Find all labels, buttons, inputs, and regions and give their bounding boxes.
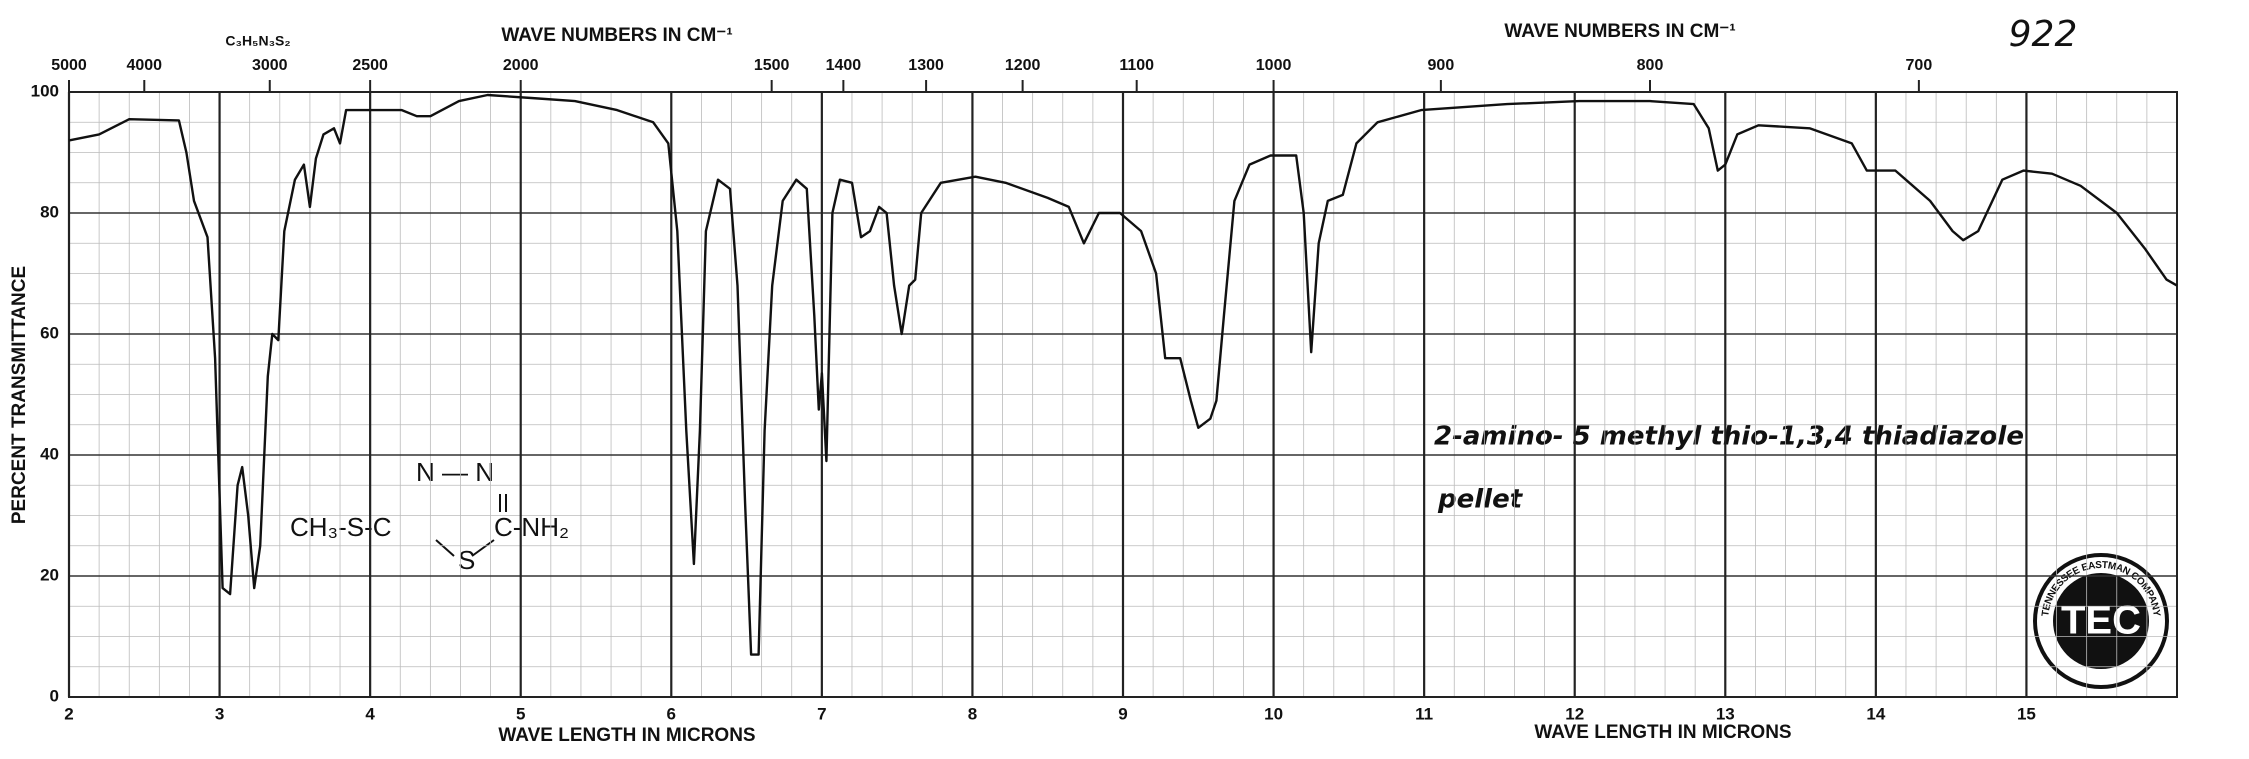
x-tick-label: 2 [64, 704, 73, 723]
x-tick-label: 3 [215, 704, 224, 723]
structure-text: S [458, 545, 475, 575]
structure-text: C-NH₂ [494, 512, 569, 542]
spectrum-line [68, 93, 2178, 656]
annotation: 2-amino- 5 methyl thio-1,3,4 thiadiazole [1434, 422, 2024, 452]
formula: C₃H₅N₃S₂ [225, 33, 290, 49]
x-axis-title: WAVE LENGTH IN MICRONS [498, 725, 755, 746]
y-tick-label: 40 [40, 444, 59, 463]
y-tick-label: 0 [50, 686, 59, 705]
x2-tick-label: 1500 [754, 57, 790, 74]
x-tick-label: 8 [968, 704, 977, 723]
x2-tick-label: 3000 [252, 57, 288, 74]
x2-tick-label: 1300 [908, 57, 944, 74]
x-tick-label: 14 [1866, 704, 1885, 723]
sample-number: 922 [2009, 14, 2078, 55]
x2-tick-label: 2500 [352, 57, 388, 74]
structure-bond [435, 539, 455, 557]
x-tick-label: 4 [365, 704, 375, 723]
structure-text: CH₃-S-C [290, 512, 392, 542]
x-tick-label: 9 [1118, 704, 1127, 723]
y-tick-label: 60 [40, 323, 59, 342]
x2-tick-label: 900 [1428, 57, 1455, 74]
plot-frame [68, 91, 2178, 698]
x-tick-label: 13 [1716, 704, 1735, 723]
x-tick-label: 11 [1415, 704, 1433, 723]
y-tick-label: 80 [40, 202, 59, 221]
logo: TEC TENNESSEE EASTMAN COMPANY [2033, 553, 2169, 689]
y-tick-label: 20 [40, 565, 59, 584]
x2-tick-label: 700 [1906, 57, 1933, 74]
x2-tick-label: 2000 [503, 57, 539, 74]
structure-text: N — N [416, 457, 494, 487]
logo-initials: TEC [2061, 599, 2141, 643]
top-axis-title: WAVE NUMBERS IN CM⁻¹ [1504, 21, 1735, 42]
annotation: pellet [1437, 485, 1524, 515]
top-axis-title: WAVE NUMBERS IN CM⁻¹ [501, 25, 732, 46]
y-axis-title: PERCENT TRANSMITTANCE [9, 266, 30, 524]
x-tick-label: 10 [1264, 704, 1283, 723]
x2-tick-label: 1100 [1119, 57, 1154, 74]
x-tick-label: 6 [667, 704, 676, 723]
x2-tick-label: 5000 [51, 57, 87, 74]
x-tick-label: 7 [817, 704, 826, 723]
x-axis-title: WAVE LENGTH IN MICRONS [1534, 722, 1791, 743]
x-tick-label: 15 [2017, 704, 2036, 723]
x2-tick-label: 1400 [826, 57, 862, 74]
x-tick-label: 12 [1565, 704, 1584, 723]
x2-tick-label: 1200 [1005, 57, 1041, 74]
x-tick-label: 5 [516, 704, 525, 723]
y-tick-label: 100 [31, 81, 59, 100]
x2-tick-label: 4000 [126, 57, 162, 74]
x2-tick-label: 800 [1637, 57, 1664, 74]
x2-tick-label: 1000 [1256, 57, 1292, 74]
